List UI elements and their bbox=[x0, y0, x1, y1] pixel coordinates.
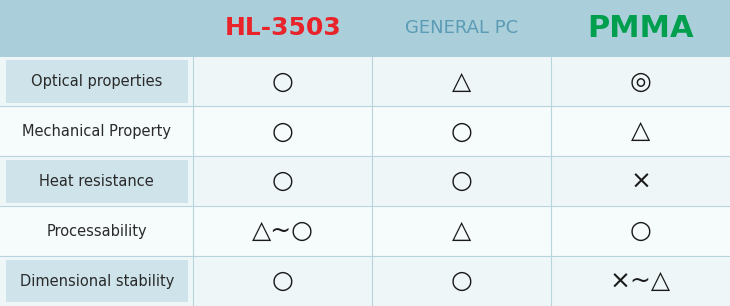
Text: ×~△: ×~△ bbox=[610, 269, 671, 293]
Text: ○: ○ bbox=[451, 169, 472, 193]
Text: △: △ bbox=[452, 219, 472, 243]
Text: Heat resistance: Heat resistance bbox=[39, 174, 154, 189]
FancyBboxPatch shape bbox=[0, 106, 730, 156]
Text: ○: ○ bbox=[451, 119, 472, 144]
FancyBboxPatch shape bbox=[0, 57, 730, 106]
Text: ○: ○ bbox=[272, 169, 293, 193]
Text: ○: ○ bbox=[630, 219, 651, 243]
Text: △~○: △~○ bbox=[252, 219, 314, 243]
Text: Mechanical Property: Mechanical Property bbox=[22, 124, 172, 139]
Text: Dimensional stability: Dimensional stability bbox=[20, 274, 174, 289]
Text: △: △ bbox=[452, 69, 472, 94]
FancyBboxPatch shape bbox=[6, 60, 188, 103]
Text: PMMA: PMMA bbox=[587, 14, 694, 43]
Text: Optical properties: Optical properties bbox=[31, 74, 162, 89]
FancyBboxPatch shape bbox=[0, 0, 730, 57]
Text: HL-3503: HL-3503 bbox=[225, 16, 341, 40]
Text: ×: × bbox=[630, 169, 651, 193]
Text: Processability: Processability bbox=[47, 224, 147, 239]
Text: ○: ○ bbox=[272, 119, 293, 144]
Text: △: △ bbox=[631, 119, 650, 144]
FancyBboxPatch shape bbox=[0, 156, 730, 206]
FancyBboxPatch shape bbox=[0, 206, 730, 256]
Text: ◎: ◎ bbox=[630, 69, 651, 94]
Text: ○: ○ bbox=[272, 269, 293, 293]
FancyBboxPatch shape bbox=[6, 260, 188, 302]
Text: ○: ○ bbox=[272, 69, 293, 94]
Text: GENERAL PC: GENERAL PC bbox=[405, 19, 518, 37]
Text: ○: ○ bbox=[451, 269, 472, 293]
FancyBboxPatch shape bbox=[6, 160, 188, 203]
FancyBboxPatch shape bbox=[0, 256, 730, 306]
